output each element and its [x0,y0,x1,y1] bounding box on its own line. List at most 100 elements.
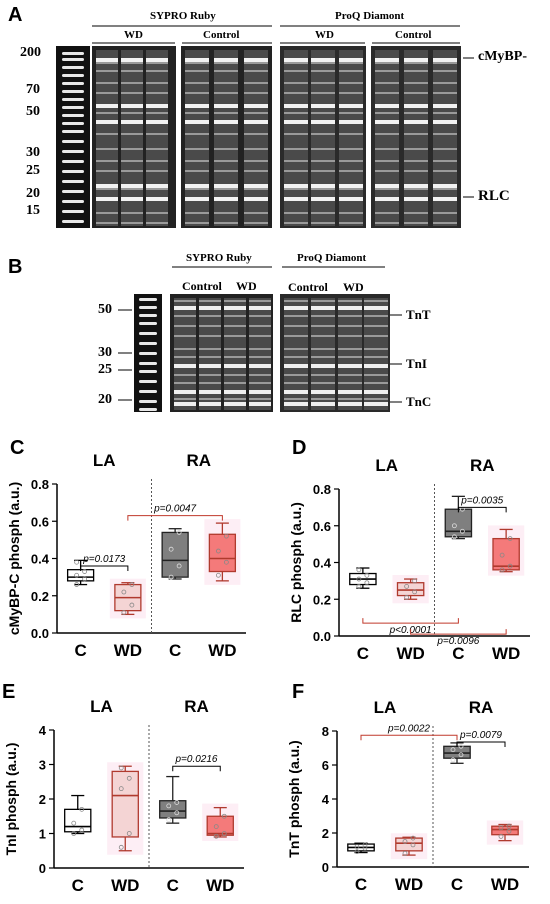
gel-band [214,112,238,114]
gel-band [311,374,335,376]
significance-bracket [362,618,459,624]
data-point [412,589,418,595]
gel-band [244,184,268,188]
gel-band [214,188,238,190]
data-point [458,743,464,749]
gel-band [338,335,362,337]
data-point [451,534,457,540]
gel-band [174,398,196,400]
ladder-band [139,298,157,301]
gel-band [96,160,118,162]
gel-band [96,197,118,201]
label-tni: TnI [406,356,427,371]
gel-band [433,160,457,162]
gel-band [339,133,363,135]
gel-band [146,120,168,124]
marker-a-15: 15 [26,203,40,218]
box [111,770,139,838]
panel-b-stain1: SYPRO Ruby [186,252,252,264]
gel-band [96,104,118,108]
gel-band [199,306,221,310]
gel-band [433,212,457,214]
data-point [362,842,368,848]
gel-band [96,188,118,190]
gel-band [339,170,363,172]
p-value-label: p=0.0173 [82,554,125,565]
gel-band [284,170,308,172]
gel-band [185,197,209,201]
gel-band [224,300,246,302]
gel-band [244,58,268,62]
y-tick-label: 2 [322,826,329,841]
gel-band [284,184,308,188]
gel-band [96,58,118,62]
data-point [126,775,132,781]
data-point [412,578,418,584]
marker-b-30: 30 [98,345,112,360]
data-point [507,563,513,569]
gel-band [121,70,143,72]
gel-band [284,120,308,124]
gel-band [249,306,271,310]
gel-band [284,348,308,350]
data-point [410,835,416,841]
ladder-band [139,352,157,355]
gel-band [284,325,308,327]
gel-band [244,133,268,135]
gel-band [185,212,209,214]
gel-band [224,348,246,350]
p-value-label: p=0.0096 [436,636,479,647]
gel-band [339,82,363,84]
gel-band [404,184,428,188]
data-point [126,831,132,836]
gel-band [364,402,388,406]
gel-band [311,300,335,302]
gel-band [174,364,196,368]
gel-band [311,348,335,350]
gel-band [339,148,363,150]
data-point [221,813,227,819]
gel-band [284,335,308,337]
gel-band [199,315,221,317]
gel-band [244,170,268,172]
gel-band [96,133,118,135]
gel-band [185,104,209,108]
gel-band [185,160,209,162]
data-point [223,533,229,539]
gel-band [185,82,209,84]
ladder-band [139,332,157,335]
gel-band [249,348,271,350]
data-point [121,610,127,615]
gel-band [185,222,209,224]
marker-a-25: 25 [26,163,40,178]
panel-a-letter: A [8,4,23,26]
gel-band [404,70,428,72]
data-point [451,523,457,529]
gel-band [433,222,457,224]
gel-band [244,104,268,108]
gel-band [311,133,335,135]
ladder-band [62,58,84,61]
gel-band [96,112,118,114]
gel-band [214,212,238,214]
gel-band [214,92,238,94]
chart-E: E 0 1 2 3 4 TnI phosph (a.u.) LA RA C WD C WD p=0.021… [2,681,244,895]
data-point [354,849,360,855]
gel-band [96,148,118,150]
box [64,808,92,833]
gel-band [311,364,335,368]
gel-band [96,62,118,64]
gel-band [96,70,118,72]
category-label: C [74,641,86,660]
gel-band [121,197,143,201]
gel-band [146,82,168,84]
label-tnc: TnC [406,394,432,409]
gel-band [185,148,209,150]
data-point [129,602,135,608]
marker-b-50: 50 [98,302,112,317]
gel-band [185,188,209,190]
ladder-band [139,362,157,365]
category-label: WD [395,875,423,894]
data-point [166,817,172,823]
label-rlc: RLC [478,188,510,204]
